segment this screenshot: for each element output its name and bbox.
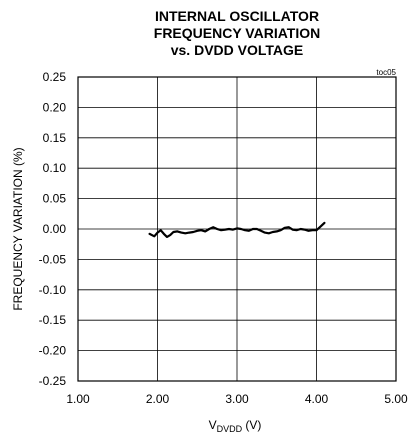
x-tick-label: 1.00: [66, 392, 90, 406]
y-tick-label: 0.20: [43, 100, 67, 114]
x-tick-label: 3.00: [225, 392, 249, 406]
y-tick-label: -0.25: [39, 374, 67, 388]
x-axis-label: VDVDD (V): [209, 418, 262, 434]
y-tick-label: 0.10: [43, 161, 67, 175]
chart-title-line-3: vs. DVDD VOLTAGE: [170, 42, 304, 58]
chart-title: INTERNAL OSCILLATOR FREQUENCY VARIATION …: [78, 8, 396, 59]
x-tick-label: 5.00: [384, 392, 408, 406]
y-tick-label: -0.05: [39, 252, 67, 266]
x-tick-label: 2.00: [146, 392, 170, 406]
chart-title-line-2: FREQUENCY VARIATION: [153, 25, 321, 41]
x-tick-label: 4.00: [305, 392, 329, 406]
series-line: [148, 221, 326, 238]
figure-id: toc05: [376, 68, 396, 77]
y-axis-label: FREQUENCY VARIATION (%): [11, 147, 25, 310]
y-tick-label: 0.00: [43, 222, 67, 236]
y-tick-label: -0.10: [39, 283, 67, 297]
y-tick-label: -0.20: [39, 344, 67, 358]
y-tick-label: -0.15: [39, 313, 67, 327]
y-tick-label: 0.05: [43, 192, 67, 206]
y-tick-label: 0.25: [43, 70, 67, 84]
y-tick-label: 0.15: [43, 131, 67, 145]
plot-frame: [77, 76, 397, 382]
chart-title-line-1: INTERNAL OSCILLATOR: [154, 8, 320, 24]
